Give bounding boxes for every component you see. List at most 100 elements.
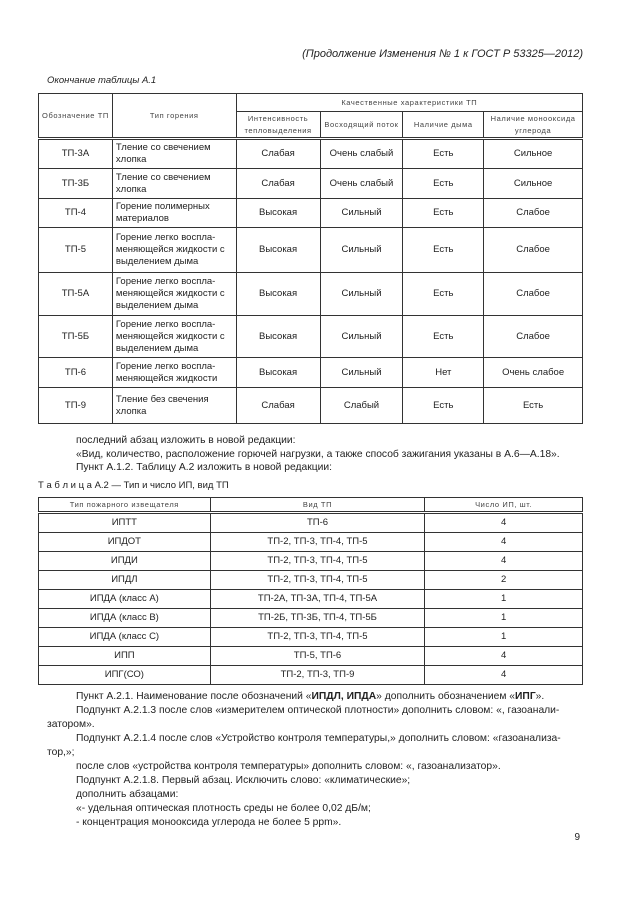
table-cell: ИПДИ bbox=[38, 551, 211, 571]
table-cell: Сильное bbox=[483, 137, 583, 169]
table-cell: ТП-2Б, ТП-3Б, ТП-4, ТП-5Б bbox=[209, 608, 426, 628]
paragraph: Пункт А.1.2. Таблицу А.2 изложить в ново… bbox=[76, 462, 333, 473]
table-row: ТП-6 Горение легко воспла-меняющейся жидк… bbox=[38, 357, 583, 388]
table-cell: ИПДА (класс А) bbox=[38, 589, 211, 609]
paragraph: «- удельная оптическая плотность среды н… bbox=[76, 803, 371, 814]
table-cell: Слабое bbox=[483, 198, 583, 228]
table-row: ТП-5А Горение легко воспла-меняющейся жид… bbox=[38, 272, 583, 316]
table-cell: Есть bbox=[483, 387, 583, 424]
table-cell: 4 bbox=[424, 532, 583, 552]
text: Пункт А.2.1. Наименование после обозначе… bbox=[76, 691, 312, 702]
table-cell: 1 bbox=[424, 589, 583, 609]
table-row: ИПДА (класс А) ТП-2А, ТП-3А, ТП-4, ТП-5А 1 bbox=[38, 589, 583, 609]
table-cell: Тление без свечения хлопка bbox=[111, 387, 237, 424]
table-row: ИПДЛ ТП-2, ТП-3, ТП-4, ТП-5 2 bbox=[38, 570, 583, 590]
table-cell: Есть bbox=[402, 227, 485, 273]
table-cell: ТП-5А bbox=[38, 272, 113, 316]
table-cell: ТП-2А, ТП-3А, ТП-4, ТП-5А bbox=[209, 589, 426, 609]
table-cell: Есть bbox=[402, 387, 485, 424]
col-header: Тип пожарного извещателя bbox=[38, 497, 211, 513]
text: » дополнить обозначением « bbox=[376, 691, 516, 702]
table-row: ИПТТ ТП-6 4 bbox=[38, 511, 583, 533]
paragraph: затором». bbox=[47, 719, 95, 730]
table-cell: Очень слабый bbox=[319, 137, 404, 169]
paragraph: Подпункт А.2.1.8. Первый абзац. Исключит… bbox=[76, 775, 411, 786]
table-cell: Слабое bbox=[483, 272, 583, 316]
table-cell: Высокая bbox=[235, 198, 321, 228]
text-bold: ИПДЛ, ИПДА bbox=[311, 691, 377, 702]
table-cell: ТП-9 bbox=[38, 387, 113, 424]
table-cell: ИПТТ bbox=[38, 511, 211, 533]
table-cell: Сильный bbox=[319, 315, 404, 358]
table-cell: 2 bbox=[424, 570, 583, 590]
text: ». bbox=[535, 691, 545, 702]
table-cell: Горение легко воспла-меняющейся жидкости… bbox=[111, 272, 237, 316]
table-cell: Горение легко воспла-меняющейся жидкости… bbox=[111, 315, 237, 358]
table-cell: Высокая bbox=[235, 227, 321, 273]
table-cell: 4 bbox=[424, 551, 583, 571]
col-header: Тип горения bbox=[111, 93, 237, 139]
table-cell: Горение полимерных материалов bbox=[111, 198, 237, 228]
table-cell: Слабая bbox=[235, 168, 321, 199]
table-cell: 1 bbox=[424, 608, 583, 628]
table-cell: ИПДЛ bbox=[38, 570, 211, 590]
table-cell: Тление со свечением хлопка bbox=[111, 137, 237, 169]
table-row: ТП-3А Тление со свечением хлопка Слабая Оче… bbox=[38, 137, 583, 169]
table-row: ТП-5 Горение легко воспла-меняющейся жидк… bbox=[38, 227, 583, 273]
table-cell: Сильный bbox=[319, 272, 404, 316]
col-header: Число ИП, шт. bbox=[424, 497, 583, 513]
table-row: ТП-9 Тление без свечения хлопка Слабая Слаб… bbox=[38, 387, 583, 424]
table-a1-caption: Окончание таблицы А.1 bbox=[47, 75, 157, 86]
table-cell: ТП-2, ТП-3, ТП-4, ТП-5 bbox=[209, 570, 426, 590]
table-row: ТП-3Б Тление со свечением хлопка Слабая Оче… bbox=[38, 168, 583, 199]
table-cell: Сильный bbox=[319, 198, 404, 228]
table-row: ИПДОТ ТП-2, ТП-3, ТП-4, ТП-5 4 bbox=[38, 532, 583, 552]
table-cell: Горение легко воспла-меняющейся жидкости… bbox=[111, 227, 237, 273]
table-cell: Слабая bbox=[235, 387, 321, 424]
table-cell: ИПП bbox=[38, 646, 211, 666]
col-header: Обозначение ТП bbox=[38, 93, 113, 139]
table-cell: Есть bbox=[402, 168, 485, 199]
table-cell: Есть bbox=[402, 198, 485, 228]
table-cell: 4 bbox=[424, 646, 583, 666]
table-cell: Высокая bbox=[235, 315, 321, 358]
table-cell: 1 bbox=[424, 627, 583, 647]
table-cell: Слабое bbox=[483, 227, 583, 273]
table-cell: Сильный bbox=[319, 227, 404, 273]
table-cell: 4 bbox=[424, 665, 583, 685]
paragraph: Подпункт А.2.1.3 после слов «измерителем… bbox=[76, 705, 560, 716]
table-cell: Есть bbox=[402, 272, 485, 316]
table-cell: ТП-6 bbox=[209, 511, 426, 533]
col-header: Восходящий поток bbox=[319, 111, 404, 139]
table-a2: Тип пожарного извещателя Вид ТП Число ИП, … bbox=[38, 497, 583, 685]
table-cell: ТП-5, ТП-6 bbox=[209, 646, 426, 666]
table-cell: Нет bbox=[402, 357, 485, 388]
table-row: ИПДА (класс В) ТП-2Б, ТП-3Б, ТП-4, ТП-5Б 1 bbox=[38, 608, 583, 628]
col-header: Наличие дыма bbox=[402, 111, 485, 139]
table-row: ТП-5Б Горение легко воспла-меняющейся жид… bbox=[38, 315, 583, 358]
paragraph: - концентрация монооксида углерода не бо… bbox=[76, 817, 342, 828]
running-header: (Продолжение Изменения № 1 к ГОСТ Р 5332… bbox=[302, 48, 583, 60]
table-cell: ТП-3Б bbox=[38, 168, 113, 199]
table-a1: Обозначение ТП Тип горения Качественные ха… bbox=[38, 93, 584, 424]
table-cell: ТП-3А bbox=[38, 137, 113, 169]
paragraph: тор,»; bbox=[47, 747, 75, 758]
table-cell: ТП-2, ТП-3, ТП-4, ТП-5 bbox=[209, 551, 426, 571]
table-cell: Высокая bbox=[235, 357, 321, 388]
table-cell: Слабый bbox=[319, 387, 404, 424]
table-cell: ТП-5 bbox=[38, 227, 113, 273]
table-row: ИПДА (класс С) ТП-2, ТП-3, ТП-4, ТП-5 1 bbox=[38, 627, 583, 647]
table-cell: ИПДОТ bbox=[38, 532, 211, 552]
page-number: 9 bbox=[574, 832, 580, 843]
table-cell: ТП-6 bbox=[38, 357, 113, 388]
table-cell: Слабое bbox=[483, 315, 583, 358]
table-a2-caption: Т а б л и ц а А.2 — Тип и число ИП, вид … bbox=[38, 480, 229, 491]
table-cell: Высокая bbox=[235, 272, 321, 316]
table-row: ТП-4 Горение полимерных материалов Высокая… bbox=[38, 198, 583, 228]
paragraph: после слов «устройства контроля температ… bbox=[76, 761, 501, 772]
table-cell: Тление со свечением хлопка bbox=[111, 168, 237, 199]
table-cell: ТП-2, ТП-3, ТП-9 bbox=[209, 665, 426, 685]
table-cell: Сильное bbox=[483, 168, 583, 199]
table-cell: ИПГ(СО) bbox=[38, 665, 211, 685]
